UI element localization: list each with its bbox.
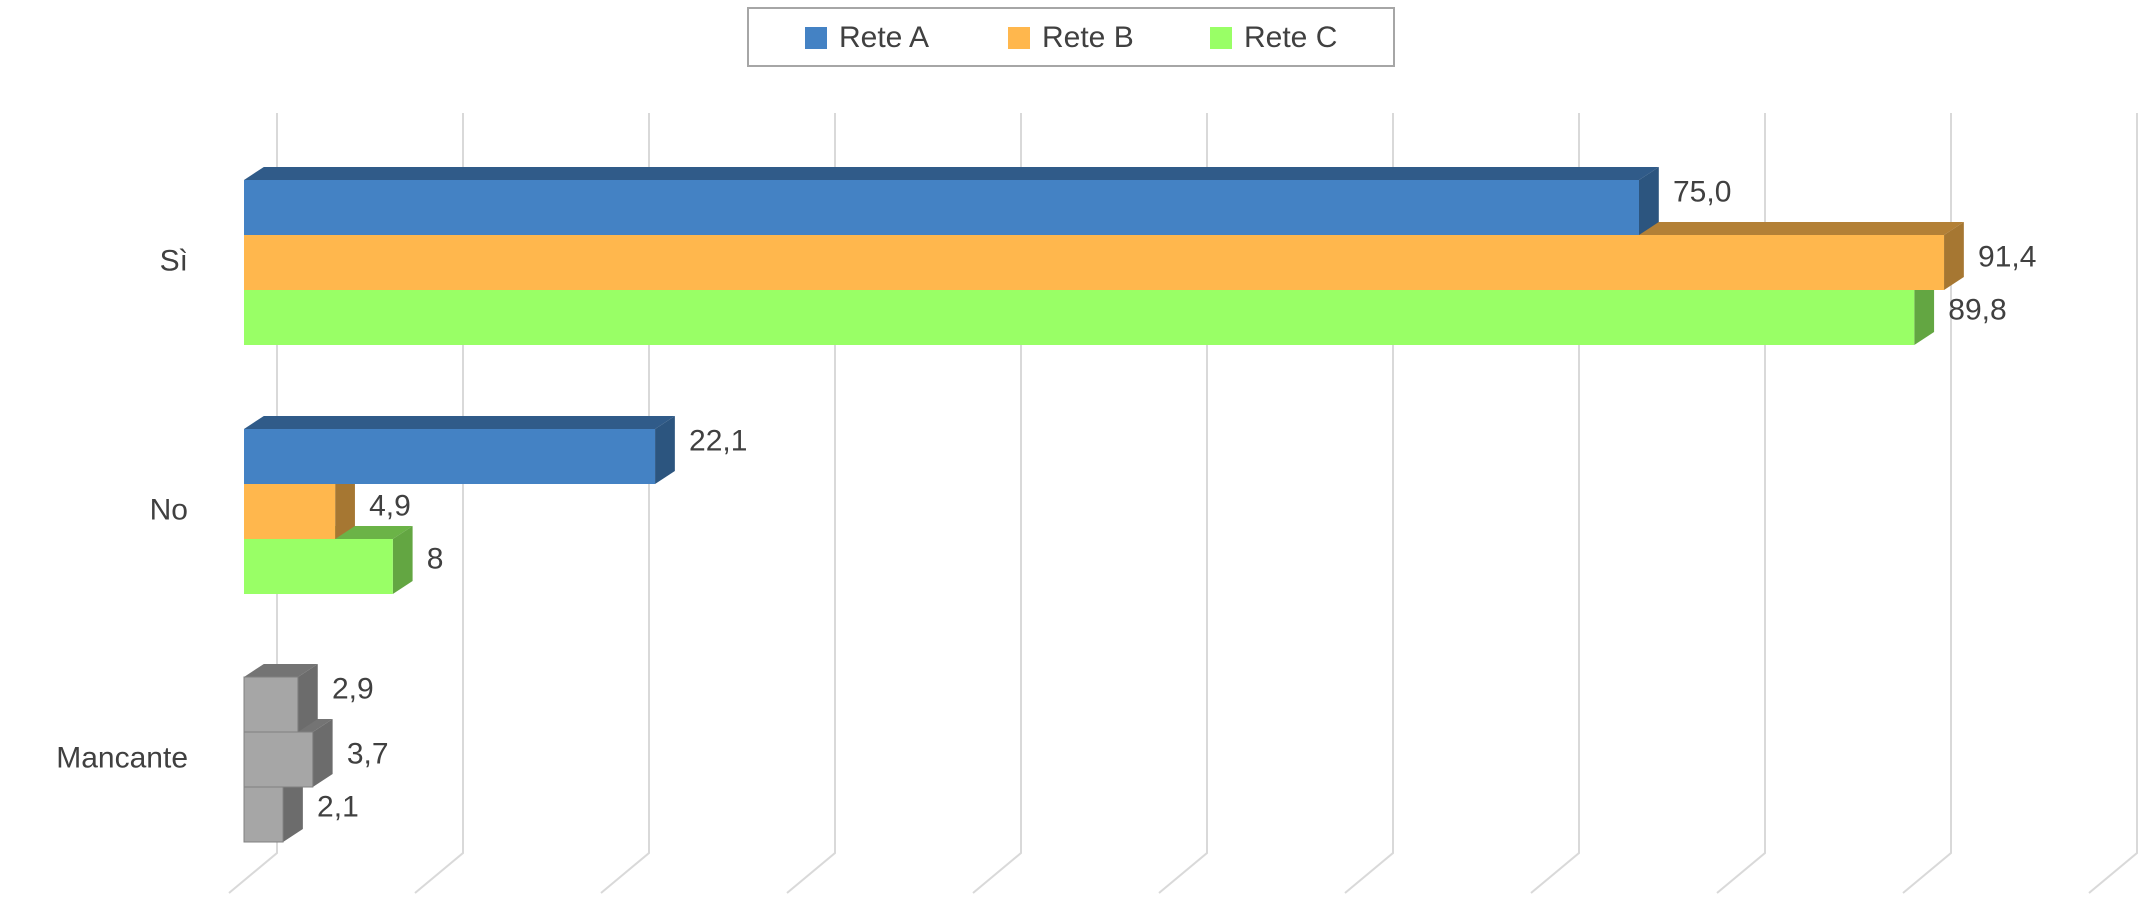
bar-front — [244, 180, 1639, 235]
grid-line — [972, 113, 1022, 894]
bar — [243, 664, 318, 733]
value-label: 3,7 — [347, 737, 389, 770]
bar-top — [244, 664, 318, 677]
category-label: Mancante — [56, 741, 188, 774]
bar-side — [283, 774, 303, 842]
bar-front — [244, 235, 1945, 290]
bar-side — [335, 471, 355, 539]
bar — [244, 526, 413, 594]
legend-swatch — [1008, 27, 1030, 49]
value-label: 2,1 — [317, 790, 359, 823]
bar-front — [244, 290, 1915, 345]
legend-label: Rete B — [1042, 21, 1134, 54]
bar — [244, 167, 1659, 235]
bar-front — [243, 731, 314, 788]
value-label: 91,4 — [1978, 240, 2036, 273]
bar-front — [243, 676, 299, 733]
value-label: 22,1 — [689, 424, 747, 457]
bar — [243, 719, 333, 788]
bar-side — [1914, 277, 1935, 345]
legend: Rete A Rete B Rete C — [747, 7, 1395, 67]
legend-label: Rete A — [839, 21, 929, 54]
grid-line — [786, 113, 836, 894]
value-label: 2,9 — [332, 672, 374, 705]
bar-top — [244, 416, 675, 429]
bar-front — [244, 484, 336, 539]
grid-line — [1716, 113, 1766, 894]
grid-line — [1344, 113, 1394, 894]
bar-side — [312, 719, 333, 787]
legend-swatch — [1210, 27, 1232, 49]
value-label: 4,9 — [369, 489, 411, 522]
value-label: 8 — [427, 542, 444, 575]
bar-side — [1944, 222, 1964, 290]
legend-swatch — [805, 27, 827, 49]
bar-side — [392, 526, 413, 594]
category-label: No — [150, 493, 188, 526]
bar — [244, 416, 675, 484]
grid-line — [1902, 113, 1952, 894]
value-label: 89,8 — [1948, 293, 2006, 326]
bar-side — [1639, 167, 1659, 235]
bar-top — [244, 167, 1659, 180]
grid-line — [1158, 113, 1208, 894]
value-label: 75,0 — [1673, 175, 1731, 208]
bar-side — [655, 416, 675, 484]
grid-line — [228, 113, 278, 894]
bar-front — [244, 539, 393, 594]
grid-line — [414, 113, 464, 894]
bar-front — [244, 429, 656, 484]
grid-line — [600, 113, 650, 894]
category-label: Sì — [160, 244, 188, 277]
grid-line — [2088, 113, 2138, 894]
bar-side — [297, 664, 318, 732]
grid-line — [1530, 113, 1580, 894]
legend-label: Rete C — [1244, 21, 1337, 54]
bar-front — [243, 786, 284, 843]
legend-box — [747, 7, 1395, 67]
